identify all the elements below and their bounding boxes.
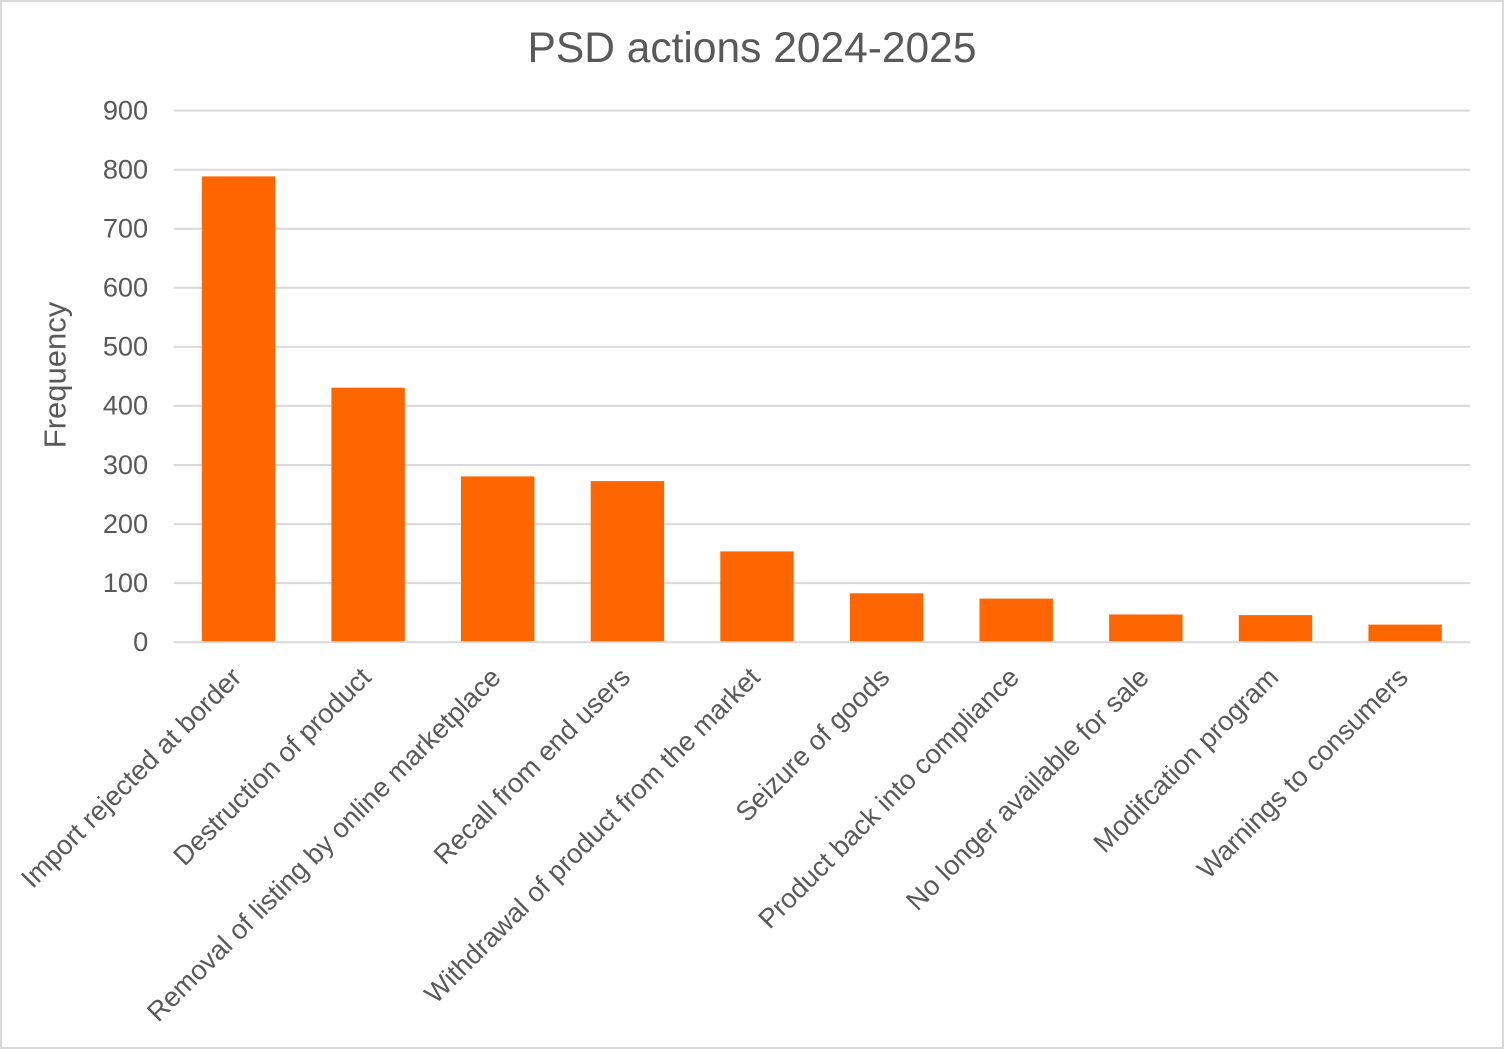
svg-text:PSD actions 2024-2025: PSD actions 2024-2025 bbox=[528, 25, 977, 72]
svg-text:600: 600 bbox=[103, 272, 148, 303]
svg-text:500: 500 bbox=[103, 331, 148, 362]
svg-text:300: 300 bbox=[103, 449, 148, 480]
svg-text:900: 900 bbox=[103, 94, 148, 125]
svg-text:0: 0 bbox=[133, 626, 148, 657]
svg-text:800: 800 bbox=[103, 154, 148, 185]
svg-text:100: 100 bbox=[103, 567, 148, 598]
svg-text:400: 400 bbox=[103, 390, 148, 421]
svg-text:200: 200 bbox=[103, 508, 148, 539]
svg-text:Frequency: Frequency bbox=[38, 301, 73, 448]
svg-text:700: 700 bbox=[103, 213, 148, 244]
